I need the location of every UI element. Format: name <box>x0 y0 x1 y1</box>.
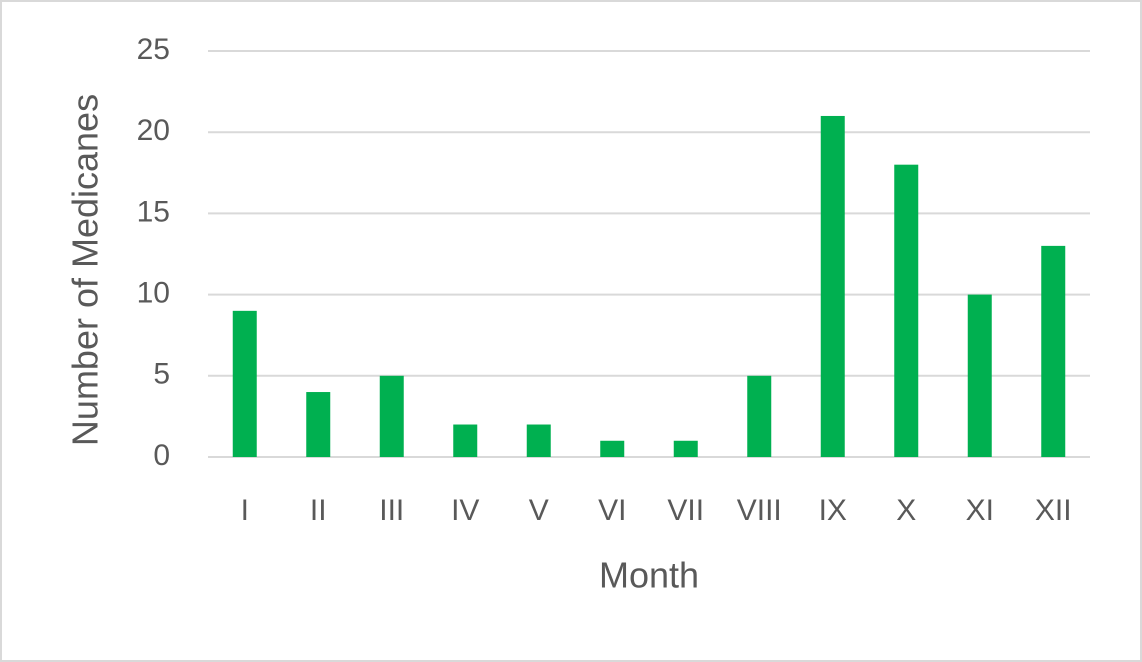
x-axis-title: Month <box>599 555 699 596</box>
x-tick-label: V <box>529 494 549 527</box>
y-tick-label: 20 <box>137 114 170 147</box>
x-tick-label: IX <box>819 494 847 527</box>
y-tick-label: 15 <box>137 195 170 228</box>
x-tick-label: I <box>241 494 249 527</box>
y-tick-label: 5 <box>153 358 170 391</box>
x-tick-label: IV <box>451 494 479 527</box>
bar <box>526 424 551 457</box>
bar <box>747 375 772 457</box>
bar <box>600 440 625 457</box>
x-tick-label: III <box>379 494 404 527</box>
x-tick-label: II <box>310 494 327 527</box>
y-tick-label: 25 <box>137 33 170 66</box>
y-axis-title: Number of Medicanes <box>65 94 106 446</box>
x-tick-label: VI <box>598 494 626 527</box>
x-tick-label: XII <box>1035 494 1072 527</box>
bar <box>306 392 331 457</box>
x-tick-label: VII <box>667 494 704 527</box>
bar <box>453 424 478 457</box>
y-tick-label: 10 <box>137 277 170 310</box>
bar <box>379 375 404 457</box>
bar <box>1041 245 1066 457</box>
bar <box>232 310 257 457</box>
x-tick-label: X <box>896 494 916 527</box>
bar <box>967 294 992 457</box>
bar <box>820 115 845 458</box>
bar <box>894 164 919 457</box>
x-tick-label: XI <box>966 494 994 527</box>
x-tick-label: VIII <box>737 494 782 527</box>
y-tick-label: 0 <box>153 439 170 472</box>
bar <box>673 440 698 457</box>
